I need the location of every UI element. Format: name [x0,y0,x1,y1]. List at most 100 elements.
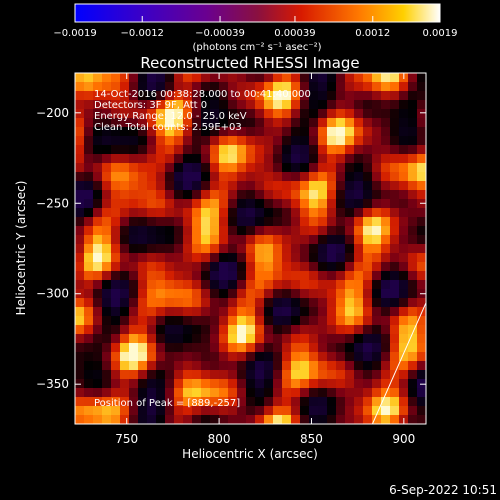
heatmap-cell [300,352,309,361]
heatmap-cell [120,334,129,343]
heatmap-cell [111,181,120,190]
heatmap-cell [228,244,237,253]
heatmap-cell [417,235,426,244]
heatmap-cell [309,118,318,127]
heatmap-cell [300,253,309,262]
heatmap-cell [102,208,111,217]
heatmap-cell [345,244,354,253]
heatmap-cell [318,406,327,415]
heatmap-cell [228,235,237,244]
heatmap-cell [273,82,282,91]
heatmap-cell [273,145,282,154]
heatmap-cell [246,235,255,244]
heatmap-cell [156,154,165,163]
heatmap-cell [174,172,183,181]
heatmap-cell [219,298,228,307]
heatmap-cell [156,316,165,325]
heatmap-cell [417,82,426,91]
heatmap-cell [219,271,228,280]
heatmap-cell [399,379,408,388]
heatmap-cell [282,307,291,316]
heatmap-cell [192,262,201,271]
heatmap-cell [291,190,300,199]
heatmap-cell [174,253,183,262]
heatmap-cell [174,100,183,109]
heatmap-cell [390,397,399,406]
heatmap-cell [354,118,363,127]
heatmap-cell [237,208,246,217]
heatmap-cell [300,235,309,244]
heatmap-cell [399,136,408,145]
heatmap-cell [291,145,300,154]
heatmap-cell [183,262,192,271]
peak-position-label: Position of Peak = [889,-257] [94,398,240,409]
heatmap-cell [390,181,399,190]
heatmap-cell [156,235,165,244]
heatmap-cell [183,190,192,199]
heatmap-cell [102,343,111,352]
heatmap-cell [408,325,417,334]
heatmap-cell [201,415,210,424]
heatmap-cell [318,361,327,370]
heatmap-cell [327,208,336,217]
heatmap-cell [237,235,246,244]
heatmap-cell [309,316,318,325]
heatmap-cell [282,388,291,397]
heatmap-cell [255,325,264,334]
heatmap-cell [390,217,399,226]
heatmap-cell [93,127,102,136]
heatmap-cell [129,127,138,136]
heatmap-cell [336,280,345,289]
heatmap-cell [399,208,408,217]
heatmap-cell [228,73,237,82]
heatmap-cell [363,172,372,181]
heatmap-cell [354,190,363,199]
heatmap-cell [75,226,84,235]
heatmap-cell [273,136,282,145]
heatmap-cell [309,289,318,298]
heatmap-cell [336,361,345,370]
heatmap-cell [408,244,417,253]
heatmap-cell [336,136,345,145]
heatmap-cell [102,91,111,100]
heatmap-cell [192,136,201,145]
heatmap-cell [408,370,417,379]
heatmap-cell [201,163,210,172]
heatmap-cell [156,379,165,388]
heatmap-cell [165,172,174,181]
heatmap-cell [363,361,372,370]
heatmap-cell [273,208,282,217]
heatmap-cell [210,298,219,307]
heatmap-cell [111,199,120,208]
heatmap-cell [102,226,111,235]
annotation-energy: Energy Range: 12.0 - 25.0 keV [94,111,247,122]
heatmap-cell [345,163,354,172]
heatmap-cell [111,127,120,136]
heatmap-cell [246,82,255,91]
heatmap-cell [75,325,84,334]
heatmap-cell [102,172,111,181]
heatmap-cell [354,397,363,406]
heatmap-cell [93,100,102,109]
heatmap-cell [291,289,300,298]
heatmap-cell [147,406,156,415]
heatmap-cell [120,262,129,271]
heatmap-cell [219,343,228,352]
heatmap-cell [318,145,327,154]
heatmap-cell [75,208,84,217]
heatmap-cell [156,217,165,226]
heatmap-cell [93,361,102,370]
heatmap-cell [282,82,291,91]
heatmap-cell [138,118,147,127]
heatmap-cell [408,172,417,181]
heatmap-cell [93,406,102,415]
heatmap-cell [111,226,120,235]
heatmap-cell [237,226,246,235]
heatmap-cell [147,289,156,298]
heatmap-cell [210,343,219,352]
heatmap-cell [120,370,129,379]
heatmap-cell [174,334,183,343]
heatmap-cell [336,325,345,334]
colorbar-tick-label: 0.0012 [355,28,390,39]
heatmap-cell [201,334,210,343]
